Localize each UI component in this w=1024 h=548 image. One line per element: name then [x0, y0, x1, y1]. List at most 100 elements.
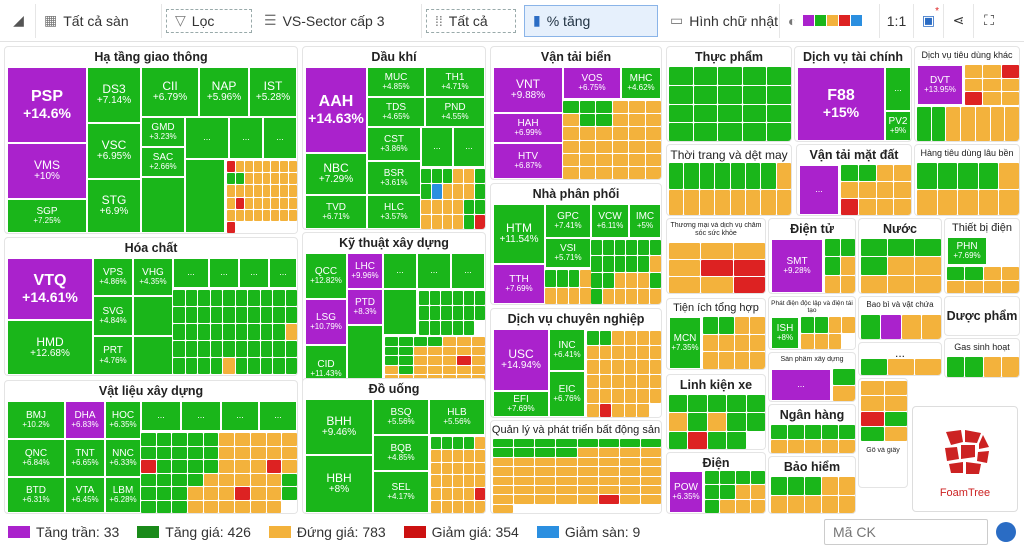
- mini-tile[interactable]: [260, 341, 272, 357]
- mini-tile[interactable]: [596, 114, 612, 127]
- tile-more[interactable]: ...: [269, 258, 297, 288]
- mini-tile[interactable]: [915, 359, 941, 375]
- mini-tile[interactable]: [198, 307, 210, 323]
- mini-tile[interactable]: [453, 199, 464, 214]
- mini-tile[interactable]: [614, 288, 626, 304]
- mini-tile[interactable]: [235, 446, 250, 459]
- mini-tile[interactable]: [599, 389, 611, 403]
- mini-tile[interactable]: [629, 140, 645, 153]
- mini-tile[interactable]: [591, 272, 602, 288]
- tile-NNC[interactable]: NNC +6.33%: [105, 439, 141, 477]
- tile-small[interactable]: [133, 336, 173, 375]
- mini-tile[interactable]: [684, 163, 699, 189]
- mini-tile[interactable]: [640, 495, 661, 504]
- mini-tile[interactable]: [185, 341, 197, 357]
- mini-tile[interactable]: [822, 425, 838, 439]
- mini-tile[interactable]: [260, 307, 272, 323]
- mini-tile[interactable]: [596, 101, 612, 114]
- mini-tile[interactable]: [841, 165, 858, 181]
- mini-tile[interactable]: [235, 209, 244, 221]
- mini-tile[interactable]: [888, 257, 914, 275]
- collapse-button[interactable]: ◢: [2, 3, 36, 38]
- mini-tile[interactable]: [983, 78, 1001, 92]
- mini-tile[interactable]: [750, 317, 765, 334]
- mini-tile[interactable]: [701, 260, 733, 276]
- mini-tile[interactable]: [650, 288, 661, 304]
- mini-tile[interactable]: [421, 214, 431, 229]
- mini-tile[interactable]: [457, 337, 471, 346]
- mini-tile[interactable]: [535, 476, 556, 485]
- mini-tile[interactable]: [260, 290, 272, 306]
- mini-tile[interactable]: [718, 85, 742, 104]
- mini-tile[interactable]: [188, 460, 203, 473]
- mini-tile[interactable]: [640, 467, 661, 476]
- mini-tile[interactable]: [244, 173, 253, 185]
- mini-tile[interactable]: [599, 360, 611, 374]
- mini-tile[interactable]: [705, 485, 720, 499]
- mini-tile[interactable]: [464, 475, 474, 488]
- mini-tile[interactable]: [822, 495, 838, 513]
- mini-tile[interactable]: [227, 209, 235, 221]
- mini-tile[interactable]: [624, 389, 636, 403]
- mini-tile[interactable]: [453, 501, 463, 513]
- mini-tile[interactable]: [493, 476, 514, 485]
- mini-tile[interactable]: [978, 163, 999, 189]
- mini-tile[interactable]: [840, 275, 855, 293]
- mini-tile[interactable]: [884, 381, 907, 396]
- tile-ISH[interactable]: ISH +8%: [771, 317, 799, 349]
- tile-NAP[interactable]: NAP +5.96%: [199, 67, 249, 117]
- mini-tile[interactable]: [453, 184, 464, 199]
- tile-small[interactable]: [133, 296, 173, 336]
- tile-USC[interactable]: USC +14.94%: [493, 329, 549, 391]
- mini-tile[interactable]: [937, 163, 958, 189]
- mini-tile[interactable]: [814, 317, 828, 333]
- mini-tile[interactable]: [285, 358, 297, 374]
- mini-tile[interactable]: [463, 321, 474, 335]
- group-van-tai-bien[interactable]: Vận tải biển VNT +9.88% HAH +6.99% HTV +6.8…: [490, 46, 662, 180]
- mini-tile[interactable]: [841, 182, 858, 198]
- mini-tile[interactable]: [442, 337, 457, 346]
- mini-tile[interactable]: [198, 290, 210, 306]
- mini-tile[interactable]: [805, 439, 821, 453]
- mini-tile[interactable]: [720, 471, 735, 485]
- fullscreen-button[interactable]: ⛶: [974, 4, 1004, 38]
- mini-tile[interactable]: [577, 476, 598, 485]
- mini-tile[interactable]: [474, 291, 485, 305]
- mini-tile[interactable]: [431, 214, 442, 229]
- mini-tile[interactable]: [282, 433, 297, 446]
- mini-tile[interactable]: [203, 433, 219, 446]
- mini-tile[interactable]: [431, 501, 441, 513]
- mini-tile[interactable]: [1001, 280, 1019, 293]
- mini-tile[interactable]: [493, 504, 514, 513]
- tile-PSP[interactable]: PSP +14.6%: [7, 67, 87, 143]
- mini-tile[interactable]: [587, 345, 599, 359]
- mini-tile[interactable]: [453, 214, 464, 229]
- mini-tile[interactable]: [742, 104, 767, 123]
- mini-tile[interactable]: [430, 291, 441, 305]
- tile-HOC[interactable]: HOC +6.35%: [105, 401, 141, 439]
- mini-tile[interactable]: [185, 290, 197, 306]
- group-dich-vu-chuyen-nghiep[interactable]: Dịch vụ chuyên nghiệp USC +14.94% EFI +7.6…: [490, 308, 662, 418]
- group-thuc-pham[interactable]: Thực phẩm: [666, 46, 792, 142]
- mini-tile[interactable]: [185, 307, 197, 323]
- mini-tile[interactable]: [430, 306, 441, 320]
- sector-level-select[interactable]: ☰ VS-Sector cấp 3: [256, 3, 422, 38]
- mini-tile[interactable]: [983, 280, 1001, 293]
- mini-tile[interactable]: [598, 457, 619, 467]
- mini-tile[interactable]: [730, 189, 745, 215]
- mini-tile[interactable]: [173, 290, 185, 306]
- mini-tile[interactable]: [235, 358, 247, 374]
- mini-tile[interactable]: [839, 439, 855, 453]
- mini-tile[interactable]: [825, 257, 840, 275]
- mini-tile[interactable]: [535, 448, 556, 457]
- mini-tile[interactable]: [715, 163, 730, 189]
- mini-tile[interactable]: [733, 260, 765, 276]
- mini-tile[interactable]: [750, 471, 765, 485]
- exchange-select[interactable]: ▦ Tất cả sàn: [36, 3, 162, 38]
- mini-tile[interactable]: [156, 473, 172, 486]
- mini-tile[interactable]: [978, 189, 999, 215]
- mini-tile[interactable]: [901, 315, 921, 339]
- tile-F88[interactable]: F88 +15%: [797, 67, 885, 141]
- mini-tile[interactable]: [563, 140, 579, 153]
- mini-tile[interactable]: [1001, 78, 1019, 92]
